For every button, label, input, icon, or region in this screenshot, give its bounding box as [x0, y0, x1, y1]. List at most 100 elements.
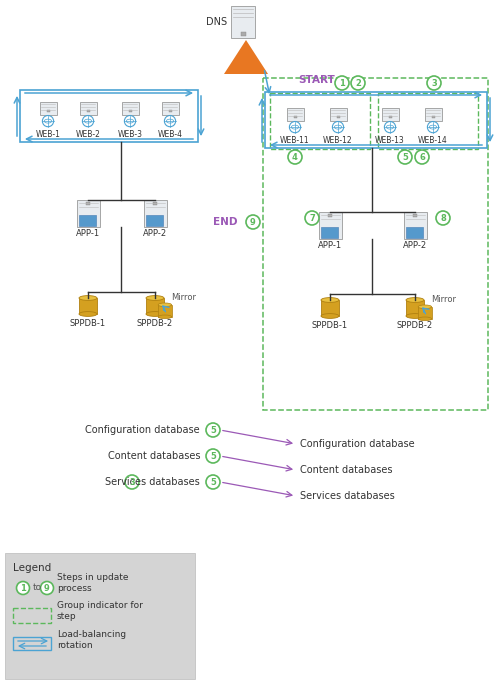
Ellipse shape	[321, 298, 339, 302]
Text: 3: 3	[431, 79, 437, 88]
Text: SPPDB-1: SPPDB-1	[70, 319, 106, 328]
Circle shape	[40, 581, 54, 594]
Ellipse shape	[146, 295, 164, 300]
Text: SPPDB-2: SPPDB-2	[397, 321, 433, 330]
Text: SPPDB-1: SPPDB-1	[312, 321, 348, 330]
Text: WEB-2: WEB-2	[76, 130, 100, 139]
Text: Services databases: Services databases	[300, 491, 395, 501]
Bar	[13, 608, 51, 623]
Text: Services databases: Services databases	[105, 477, 200, 487]
Ellipse shape	[321, 313, 339, 318]
Text: 3: 3	[129, 478, 135, 487]
FancyBboxPatch shape	[294, 116, 297, 118]
Circle shape	[288, 150, 302, 164]
FancyBboxPatch shape	[146, 215, 163, 226]
Text: Configuration database: Configuration database	[300, 439, 414, 449]
Ellipse shape	[406, 298, 424, 302]
Ellipse shape	[158, 303, 171, 306]
Text: WEB-3: WEB-3	[117, 130, 143, 139]
FancyBboxPatch shape	[80, 101, 96, 114]
Bar	[270, 93, 370, 149]
Text: 5: 5	[210, 452, 216, 461]
Text: to: to	[33, 583, 42, 592]
FancyBboxPatch shape	[406, 300, 424, 316]
FancyBboxPatch shape	[5, 553, 195, 679]
Text: START: START	[298, 75, 335, 85]
FancyBboxPatch shape	[129, 109, 132, 112]
FancyBboxPatch shape	[79, 298, 97, 314]
Circle shape	[427, 76, 441, 90]
Circle shape	[436, 211, 450, 225]
Circle shape	[206, 423, 220, 437]
Text: 5: 5	[402, 153, 408, 162]
FancyBboxPatch shape	[336, 116, 339, 118]
Text: END: END	[214, 217, 238, 227]
Ellipse shape	[418, 317, 432, 321]
Text: Group indicator for
step: Group indicator for step	[57, 601, 143, 621]
FancyBboxPatch shape	[418, 307, 432, 319]
Text: Content databases: Content databases	[107, 451, 200, 461]
Text: WEB-14: WEB-14	[418, 135, 448, 145]
Text: SPPDB-2: SPPDB-2	[137, 319, 173, 328]
Text: WEB-1: WEB-1	[36, 130, 61, 139]
FancyBboxPatch shape	[382, 107, 399, 120]
Bar	[263, 78, 488, 410]
Text: WEB-11: WEB-11	[280, 135, 310, 145]
FancyBboxPatch shape	[231, 6, 255, 38]
Text: APP-1: APP-1	[318, 241, 342, 250]
FancyBboxPatch shape	[153, 202, 157, 205]
Text: APP-2: APP-2	[403, 241, 427, 250]
Text: DNS: DNS	[206, 17, 227, 27]
Circle shape	[398, 150, 412, 164]
Text: APP-2: APP-2	[143, 230, 167, 239]
Circle shape	[351, 76, 365, 90]
FancyBboxPatch shape	[86, 109, 89, 112]
FancyBboxPatch shape	[39, 101, 57, 114]
Text: WEB-13: WEB-13	[375, 135, 405, 145]
Ellipse shape	[418, 305, 432, 308]
Bar	[265, 92, 487, 148]
FancyBboxPatch shape	[79, 215, 96, 226]
Text: 8: 8	[440, 214, 446, 223]
Text: 5: 5	[210, 426, 216, 435]
Ellipse shape	[146, 312, 164, 317]
FancyBboxPatch shape	[328, 213, 331, 217]
Text: 1: 1	[339, 79, 345, 88]
Text: Mirror: Mirror	[431, 295, 456, 304]
FancyBboxPatch shape	[241, 32, 246, 36]
FancyBboxPatch shape	[47, 109, 50, 112]
FancyBboxPatch shape	[404, 211, 426, 239]
Circle shape	[125, 475, 139, 489]
Text: Load-balancing
rotation: Load-balancing rotation	[57, 629, 126, 650]
Ellipse shape	[79, 312, 97, 317]
FancyBboxPatch shape	[330, 107, 346, 120]
FancyBboxPatch shape	[413, 213, 416, 217]
FancyBboxPatch shape	[286, 107, 304, 120]
FancyBboxPatch shape	[321, 300, 339, 316]
Text: Mirror: Mirror	[171, 293, 196, 302]
FancyBboxPatch shape	[77, 200, 99, 226]
Ellipse shape	[79, 295, 97, 300]
Text: 6: 6	[419, 153, 425, 162]
Text: Content databases: Content databases	[300, 465, 393, 475]
FancyBboxPatch shape	[168, 109, 171, 112]
Text: Legend: Legend	[13, 563, 51, 573]
Ellipse shape	[406, 313, 424, 318]
FancyBboxPatch shape	[86, 202, 89, 205]
Text: 4: 4	[292, 153, 298, 162]
Circle shape	[16, 581, 29, 594]
Text: Steps in update
process: Steps in update process	[57, 573, 129, 594]
Text: 7: 7	[309, 214, 315, 223]
Circle shape	[206, 449, 220, 463]
Circle shape	[246, 215, 260, 229]
FancyBboxPatch shape	[146, 298, 164, 314]
Text: Configuration database: Configuration database	[85, 425, 200, 435]
Polygon shape	[224, 40, 268, 74]
Bar	[378, 93, 478, 149]
FancyBboxPatch shape	[321, 226, 338, 237]
FancyBboxPatch shape	[389, 116, 392, 118]
Bar	[20, 90, 198, 142]
FancyBboxPatch shape	[121, 101, 139, 114]
Text: 9: 9	[250, 218, 256, 227]
Text: 9: 9	[44, 584, 50, 593]
